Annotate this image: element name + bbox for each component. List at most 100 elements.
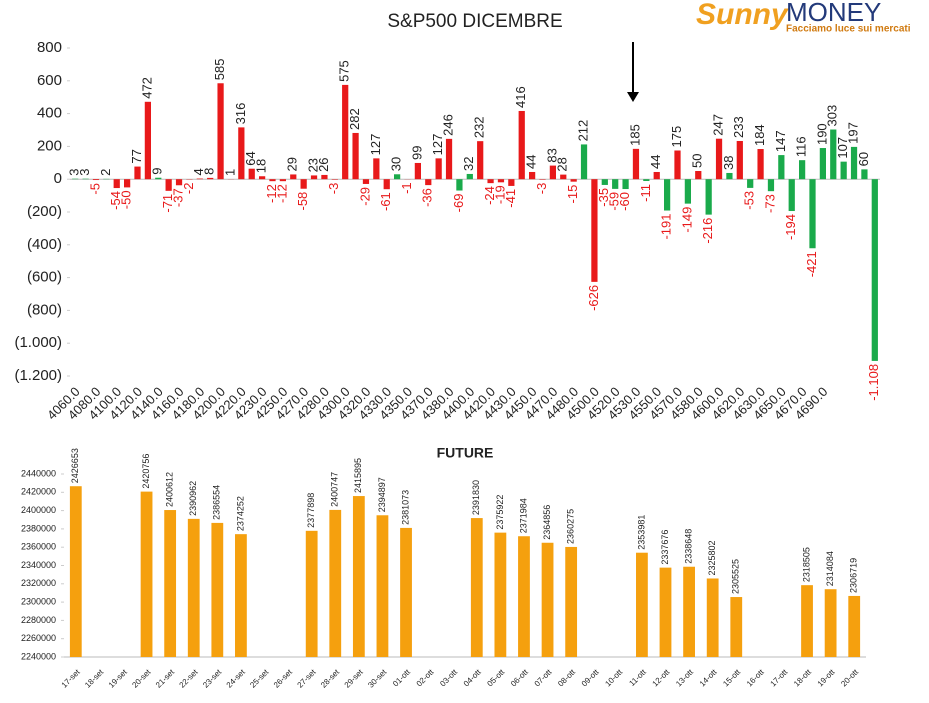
bar bbox=[861, 169, 868, 180]
value-label: 3 bbox=[77, 168, 92, 175]
value-label: 190 bbox=[814, 123, 829, 145]
value-label: -3 bbox=[534, 183, 549, 195]
bar bbox=[636, 552, 648, 657]
value-label: 4 bbox=[191, 168, 206, 175]
x-tick-label: 19-ott bbox=[816, 667, 837, 688]
bar bbox=[456, 179, 463, 191]
bar bbox=[164, 510, 177, 657]
bar bbox=[664, 179, 671, 211]
value-label: -11 bbox=[638, 184, 653, 202]
value-label: -2 bbox=[181, 183, 196, 195]
value-label: -73 bbox=[762, 194, 777, 213]
logo-sunny: Sunny bbox=[696, 0, 789, 31]
bar bbox=[494, 532, 507, 657]
value-label: -36 bbox=[420, 188, 435, 207]
value-label: -1.108 bbox=[866, 364, 881, 401]
bar bbox=[591, 179, 598, 282]
x-tick-label: 17-set bbox=[60, 667, 83, 690]
value-label: -24 bbox=[482, 186, 497, 205]
value-label: 2386554 bbox=[212, 485, 222, 520]
bar bbox=[290, 174, 297, 180]
bar bbox=[871, 179, 878, 361]
bar bbox=[400, 527, 412, 657]
bar bbox=[362, 179, 370, 184]
value-label: -191 bbox=[659, 214, 674, 240]
value-label: -54 bbox=[108, 191, 123, 210]
bar bbox=[321, 174, 328, 180]
bar bbox=[706, 578, 719, 657]
bar bbox=[187, 518, 200, 657]
x-tick-label: 15-ott bbox=[721, 667, 742, 688]
bar bbox=[259, 176, 266, 180]
value-label: -149 bbox=[679, 207, 694, 233]
value-label: 107 bbox=[835, 137, 850, 159]
value-label: 212 bbox=[575, 120, 590, 142]
value-label: 99 bbox=[409, 145, 424, 159]
bar bbox=[310, 175, 318, 180]
value-label: 50 bbox=[690, 154, 705, 168]
value-label: 3 bbox=[67, 168, 82, 175]
bar bbox=[69, 486, 82, 657]
value-label: 116 bbox=[794, 136, 809, 157]
value-label: 2325802 bbox=[707, 540, 717, 575]
bar bbox=[175, 179, 183, 186]
value-label: -61 bbox=[378, 192, 393, 211]
value-label: 2391830 bbox=[471, 480, 481, 515]
value-label: 26 bbox=[316, 157, 331, 171]
bar bbox=[248, 168, 255, 180]
y-tick-label: 2240000 bbox=[21, 651, 56, 661]
bar bbox=[352, 132, 359, 180]
value-label: -626 bbox=[586, 285, 601, 311]
chart-title: FUTURE bbox=[437, 445, 494, 461]
value-label: 2415895 bbox=[353, 458, 363, 493]
y-tick-label: (200) bbox=[27, 203, 62, 220]
y-tick-label: 2400000 bbox=[21, 505, 56, 515]
y-tick-label: 2340000 bbox=[21, 560, 56, 570]
x-tick-label: 09-ott bbox=[580, 667, 601, 688]
value-label: 416 bbox=[513, 86, 528, 108]
bar bbox=[705, 179, 712, 215]
bar bbox=[565, 546, 578, 657]
x-tick-label: 02-ott bbox=[415, 667, 436, 688]
value-label: -50 bbox=[119, 190, 134, 209]
value-label: 2314084 bbox=[825, 551, 835, 586]
bar bbox=[643, 179, 650, 182]
y-tick-label: 2380000 bbox=[21, 523, 56, 533]
value-label: 2371984 bbox=[518, 498, 528, 533]
bar bbox=[235, 534, 247, 657]
bar bbox=[329, 509, 342, 657]
value-label: 2426653 bbox=[70, 448, 80, 483]
y-tick-label: (400) bbox=[27, 236, 62, 253]
bar bbox=[279, 179, 286, 182]
y-tick-label: 2280000 bbox=[21, 615, 56, 625]
y-tick-label: 800 bbox=[37, 39, 62, 56]
y-tick-label: 2360000 bbox=[21, 542, 56, 552]
bar bbox=[549, 165, 556, 180]
x-tick-label: 23-set bbox=[201, 667, 224, 690]
value-label: 127 bbox=[368, 134, 383, 156]
value-label: -3 bbox=[326, 183, 341, 195]
y-tick-label: 0 bbox=[54, 170, 62, 187]
x-tick-label: 05-ott bbox=[485, 667, 506, 688]
bar bbox=[715, 138, 723, 180]
value-label: 2381073 bbox=[400, 490, 410, 525]
x-tick-label: 08-ott bbox=[556, 667, 577, 688]
bar bbox=[730, 597, 743, 657]
bar bbox=[113, 179, 120, 189]
value-label: -421 bbox=[804, 251, 819, 277]
bar bbox=[757, 149, 764, 180]
bar bbox=[373, 158, 380, 180]
bar bbox=[695, 171, 702, 180]
value-label: -71 bbox=[160, 194, 175, 213]
value-label: 2337676 bbox=[660, 530, 670, 565]
value-label: 2400612 bbox=[165, 472, 175, 507]
bar bbox=[726, 172, 733, 180]
bar bbox=[601, 179, 608, 185]
value-label: 18 bbox=[254, 159, 269, 173]
value-label: 83 bbox=[544, 148, 559, 162]
bar bbox=[342, 84, 349, 180]
bar bbox=[134, 166, 141, 180]
x-tick-label: 12-ott bbox=[651, 667, 672, 688]
